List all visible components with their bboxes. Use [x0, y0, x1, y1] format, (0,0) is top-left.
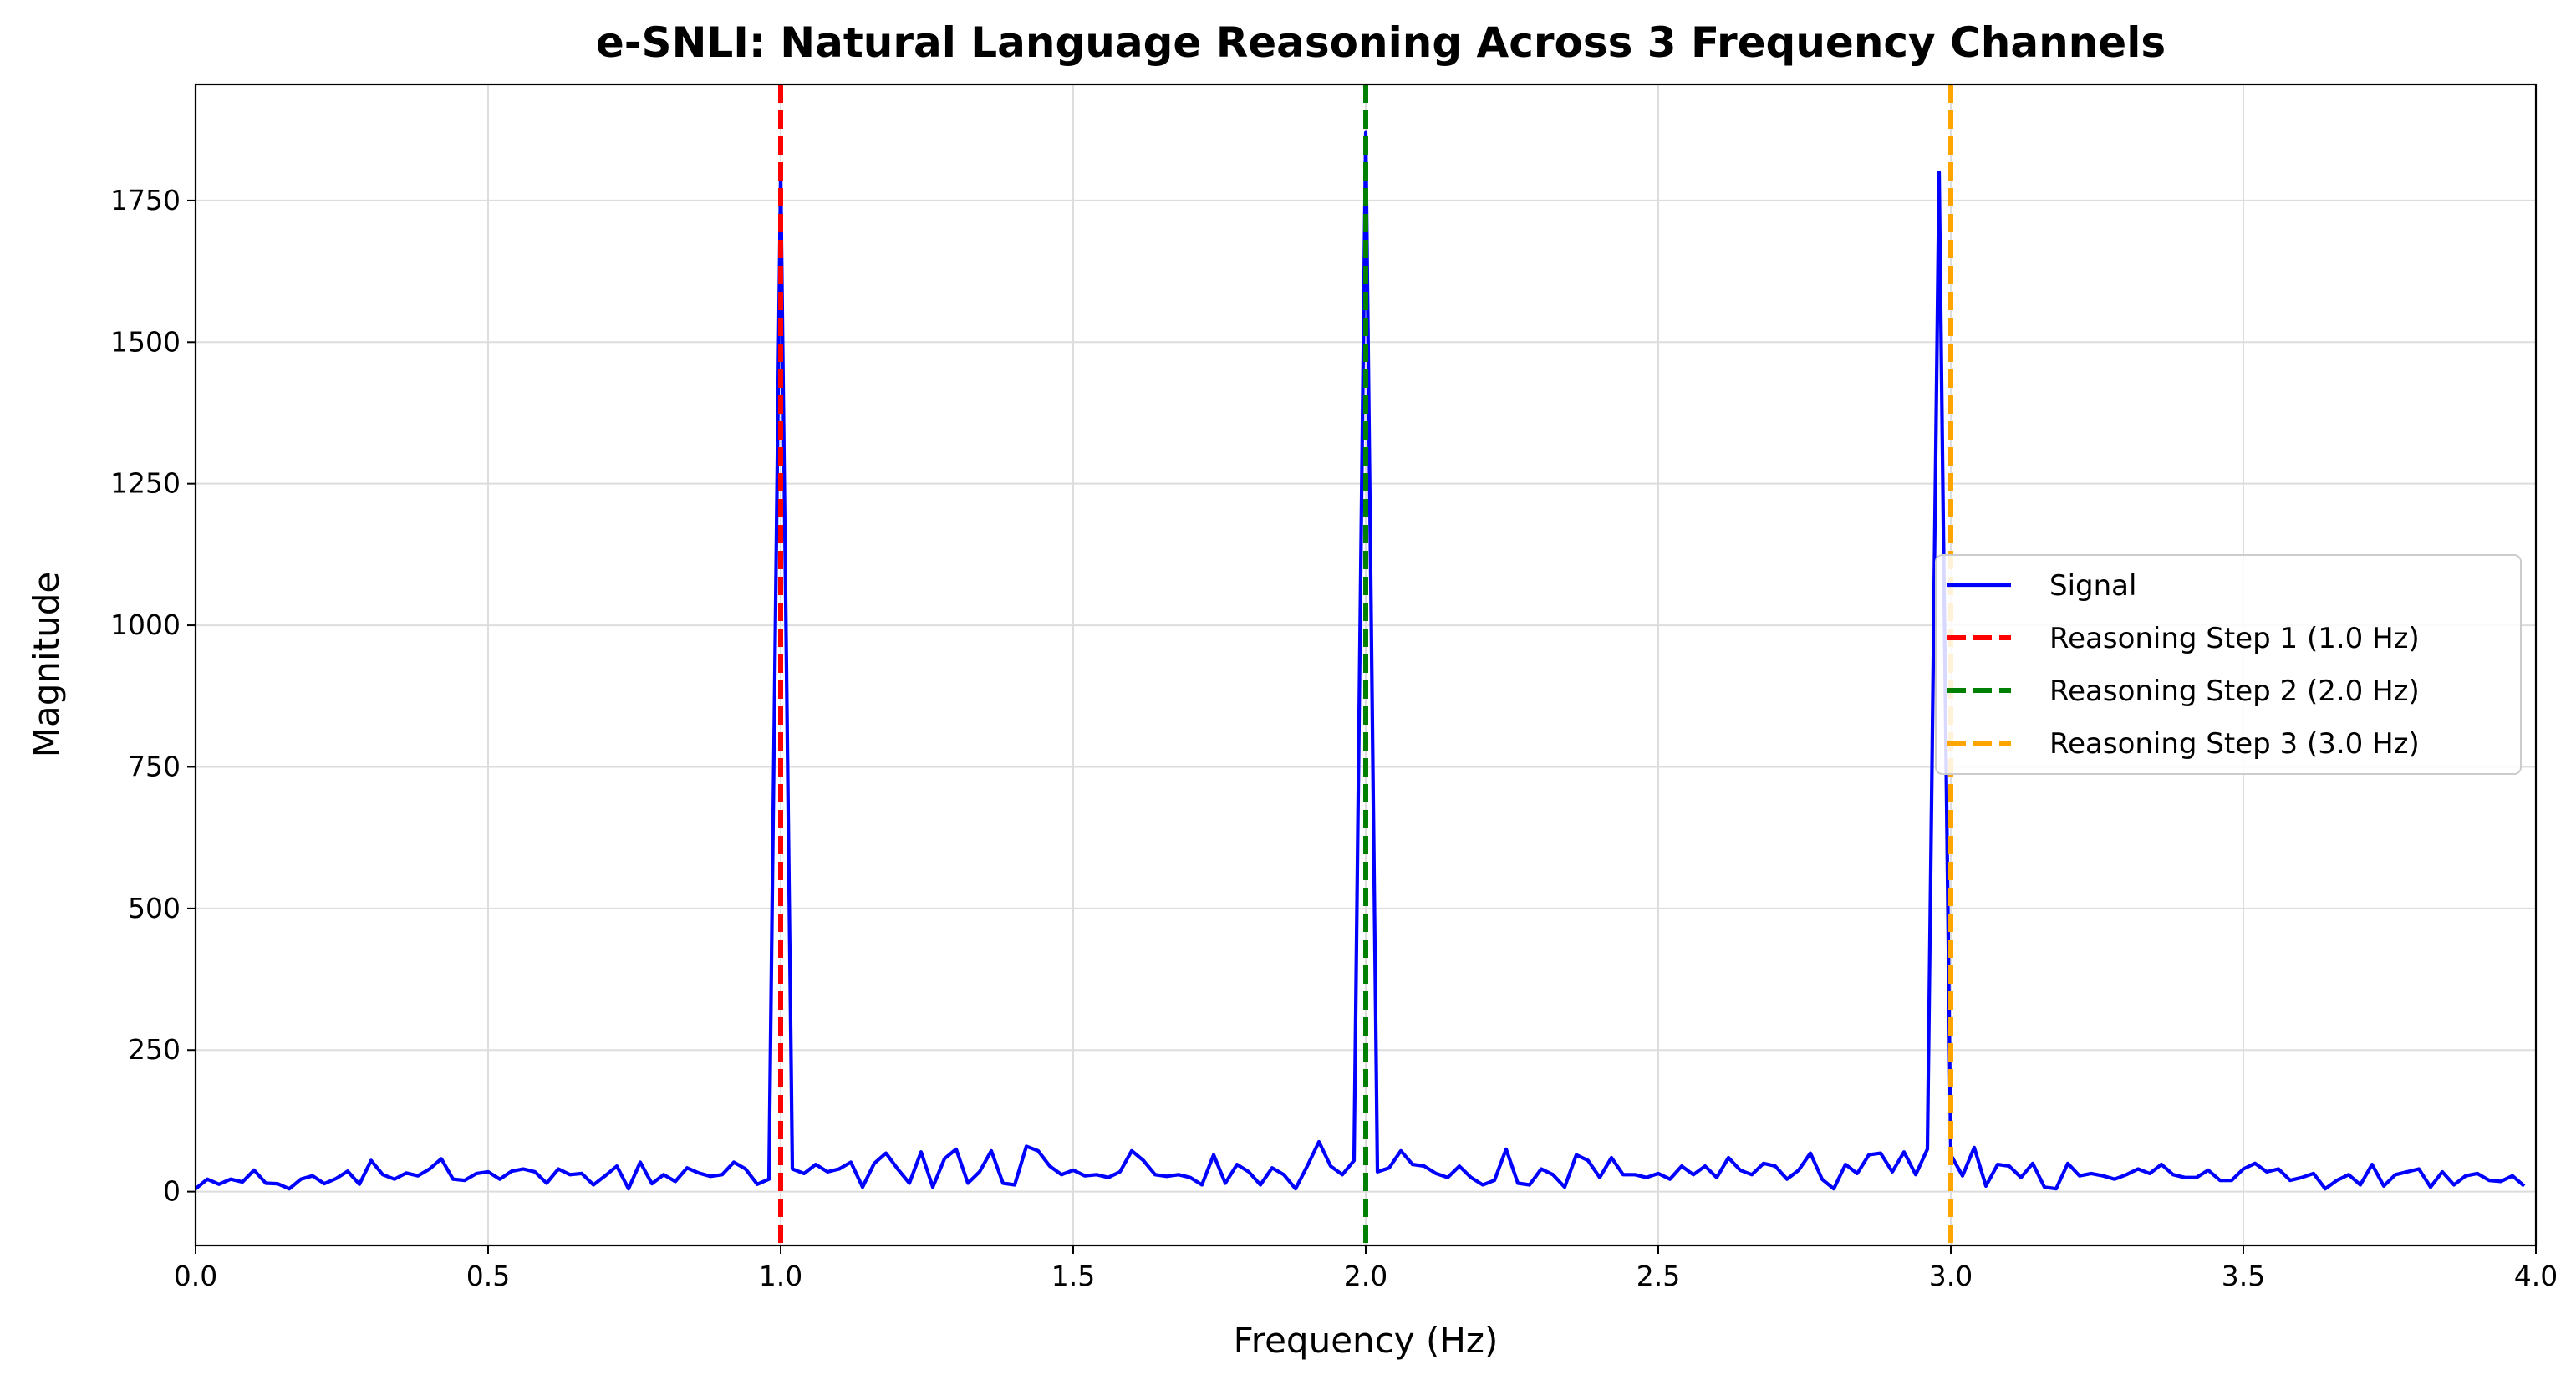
- x-tick-label: 0.0: [174, 1260, 217, 1292]
- x-tick-label: 2.5: [1637, 1260, 1680, 1292]
- x-tick-label: 4.0: [2514, 1260, 2558, 1292]
- y-axis-ticks: 0 250 500 750 1000 1250 1500 1750: [110, 184, 196, 1208]
- legend-label: Reasoning Step 1 (1.0 Hz): [2049, 622, 2420, 655]
- y-tick-label: 0: [163, 1175, 181, 1208]
- y-axis-label: Magnitude: [26, 572, 67, 758]
- x-tick-label: 1.5: [1051, 1260, 1095, 1292]
- legend-label: Reasoning Step 3 (3.0 Hz): [2049, 727, 2420, 761]
- legend: Signal Reasoning Step 1 (1.0 Hz) Reasoning…: [1935, 554, 2522, 775]
- y-tick-label: 1000: [110, 609, 181, 641]
- y-tick-label: 1250: [110, 467, 181, 500]
- x-axis-label: Frequency (Hz): [1234, 1320, 1499, 1361]
- plot-area-frame: [194, 83, 2538, 1247]
- y-tick-label: 1750: [110, 184, 181, 216]
- x-tick-label: 2.0: [1344, 1260, 1387, 1292]
- x-tick-label: 1.0: [759, 1260, 802, 1292]
- y-tick-label: 500: [128, 892, 181, 924]
- legend-label: Reasoning Step 2 (2.0 Hz): [2049, 675, 2420, 708]
- x-axis-ticks: 0.0 0.5 1.0 1.5 2.0 2.5 3.0 3.5 4.0: [174, 1245, 2558, 1292]
- x-tick-label: 3.0: [1929, 1260, 1973, 1292]
- signal-line: [196, 130, 2526, 1191]
- y-tick-label: 250: [128, 1033, 181, 1066]
- legend-box: [1935, 554, 2522, 775]
- chart-title: e-SNLI: Natural Language Reasoning Acros…: [596, 18, 2166, 67]
- legend-label: Signal: [2049, 569, 2136, 603]
- x-tick-label: 0.5: [466, 1260, 510, 1292]
- y-tick-label: 750: [128, 750, 181, 782]
- y-tick-label: 1500: [110, 325, 181, 358]
- x-tick-label: 3.5: [2222, 1260, 2265, 1292]
